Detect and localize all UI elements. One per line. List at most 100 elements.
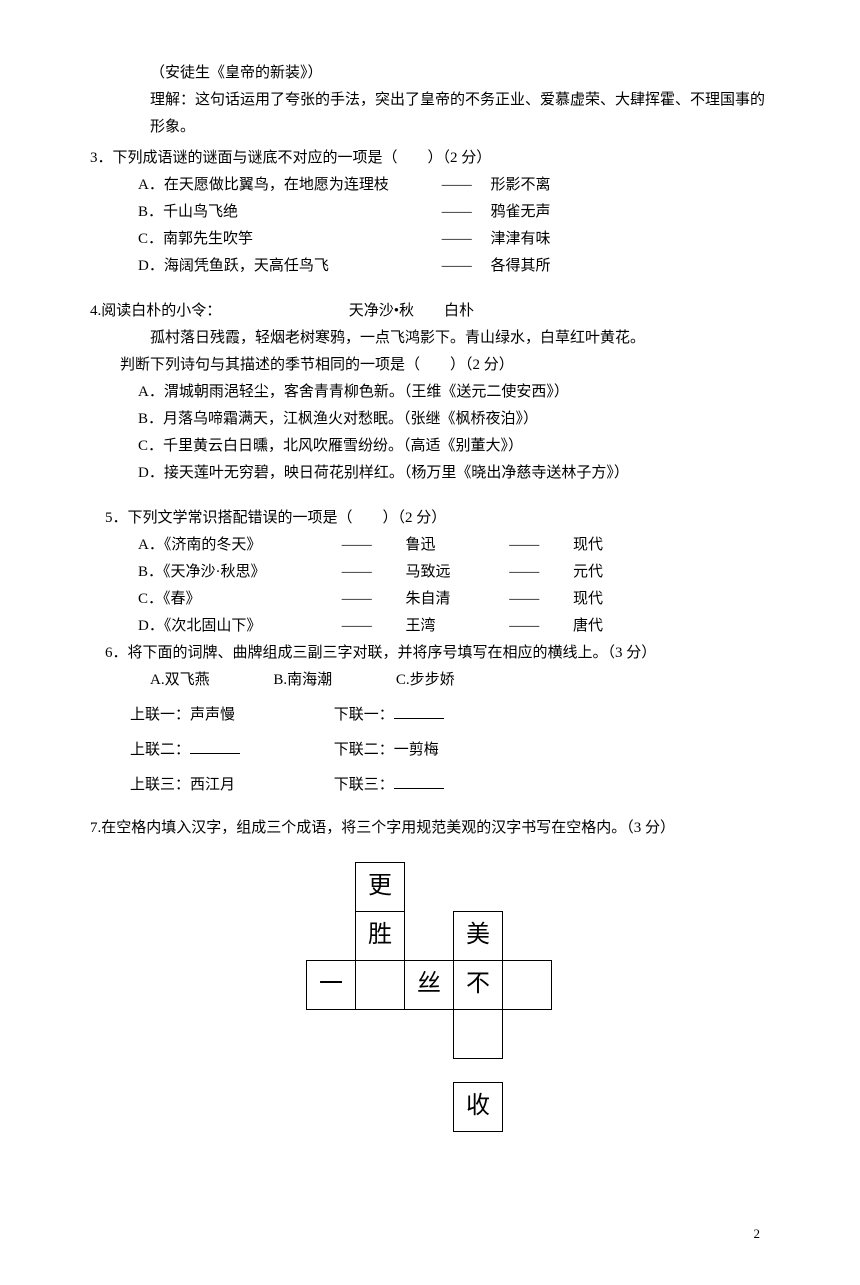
dash: —— [342,564,402,580]
q6-r1-down-label: 下联一： [334,707,394,723]
q6-r1-up-label: 上联一： [130,707,190,723]
q6-choice-a-text: 双飞燕 [165,672,210,688]
q4-opt-a: A．渭城朝雨浥轻尘，客舍青青柳色新。（王维《送元二使安西》） [138,379,770,406]
understand-text: 这句话运用了夸张的手法，突出了皇帝的不务正业、爱慕虚荣、大肆挥霍、不理国事的形象… [150,92,765,135]
grid-cell-geng: 更 [355,862,405,912]
q3-a-label: A． [138,177,164,193]
dash: —— [442,253,487,280]
q5-c-work: 《春》 [163,591,201,607]
q6-choice-c-text: 步步娇 [410,672,455,688]
q5-opt-b: B．《天净沙·秋思》 —— 马致远 —— 元代 [138,559,770,586]
grid-cell-shou: 收 [453,1082,503,1132]
dash: —— [442,172,487,199]
dash: —— [442,199,487,226]
q4-d-text: 接天莲叶无穷碧，映日荷花别样红。（杨万里《晓出净慈寺送林子方》） [164,465,629,481]
q6-r3-down-label: 下联三： [334,777,394,793]
grid-cell-si: 丝 [404,960,454,1010]
q6-choice-c-label: C. [396,672,410,688]
q4-a-label: A． [138,384,164,400]
q6-row-1: 上联一：声声慢 下联一： [130,702,770,729]
q4-a-text: 渭城朝雨浥轻尘，客舍青青柳色新。（王维《送元二使安西》） [164,384,569,400]
q5-b-author: 马致远 [406,559,506,586]
grid-cell-bu: 不 [453,960,503,1010]
q3-opt-d: D．海阔凭鱼跃，天高任鸟飞 —— 各得其所 [138,253,770,280]
q6-r3-up-val: 西江月 [190,777,235,793]
q5-b-label: B． [138,564,163,580]
q4-opt-c: C．千里黄云白日曛，北风吹雁雪纷纷。（高适《别董大》） [138,433,770,460]
q4-opt-d: D．接天莲叶无穷碧，映日荷花别样红。（杨万里《晓出净慈寺送林子方》） [138,460,770,487]
page-number: 2 [90,1222,770,1245]
q4-b-text: 月落乌啼霜满天，江枫渔火对愁眠。（张继《枫桥夜泊》） [163,411,538,427]
q5-a-era: 现代 [573,537,603,553]
q5-a-author: 鲁迅 [406,532,506,559]
q6-r2-up-blank[interactable] [190,738,240,754]
q6-choices: A.双飞燕 B.南海潮 C.步步娇 [150,667,770,694]
grid-cell-mei: 美 [453,911,503,961]
understand-label: 理解： [150,92,195,108]
q4-judge: 判断下列诗句与其描述的季节相同的一项是（ ）（2 分） [120,352,770,379]
q6-r2-down-val: 一剪梅 [394,742,439,758]
q6-choice-a-label: A. [150,672,165,688]
q5-d-author: 王湾 [406,613,506,640]
q3-d-label: D． [138,258,164,274]
q7-stem: 7.在空格内填入汉字，组成三个成语，将三个字用规范美观的汉字书写在空格内。（3 … [90,815,770,842]
q5-d-era: 唐代 [573,618,603,634]
q7-grid-wrap: 更 胜 美 一 丝 不 收 [90,862,770,1182]
q3-d-left: 海阔凭鱼跃，天高任鸟飞 [164,258,329,274]
q4-stem-row: 4.阅读白朴的小令： 天净沙•秋 白朴 [90,298,770,325]
q5-c-author: 朱自清 [406,586,506,613]
q5-b-era: 元代 [573,564,603,580]
q4-poem-title: 天净沙•秋 白朴 [349,303,474,319]
q3-b-left: 千山鸟飞绝 [163,204,238,220]
q3-c-right: 津津有味 [491,231,551,247]
grid-cell-blank-3[interactable] [453,1009,503,1059]
q6-row-2: 上联二： 下联二：一剪梅 [130,737,770,764]
q4-d-label: D． [138,465,164,481]
q5-c-era: 现代 [573,591,603,607]
q6-r3-down-blank[interactable] [394,773,444,789]
grid-cell-blank-1[interactable] [355,960,405,1010]
q4-c-text: 千里黄云白日曛，北风吹雁雪纷纷。（高适《别董大》） [163,438,523,454]
dash: —— [509,564,569,580]
intro-understand: 理解：这句话运用了夸张的手法，突出了皇帝的不务正业、爱慕虚荣、大肆挥霍、不理国事… [150,87,770,141]
grid-cell-sheng: 胜 [355,911,405,961]
q3-a-left: 在天愿做比翼鸟，在地愿为连理枝 [164,177,389,193]
grid-cell-yi: 一 [306,960,356,1010]
q4-stem: 4.阅读白朴的小令： [90,303,221,319]
grid-cell-blank-2[interactable] [502,960,552,1010]
q5-d-label: D． [138,618,164,634]
q3-stem: 3．下列成语谜的谜面与谜底不对应的一项是（ ）（2 分） [90,145,770,172]
q3-opt-a: A．在天愿做比翼鸟，在地愿为连理枝 —— 形影不离 [138,172,770,199]
q4-c-label: C． [138,438,163,454]
q5-a-work: 《济南的冬天》 [164,537,262,553]
q3-a-right: 形影不离 [491,177,551,193]
q5-opt-a: A．《济南的冬天》 —— 鲁迅 —— 现代 [138,532,770,559]
q5-opt-d: D．《次北固山下》 —— 王湾 —— 唐代 [138,613,770,640]
dash: —— [509,591,569,607]
q3-d-right: 各得其所 [491,258,551,274]
dash: —— [509,537,569,553]
q3-opt-b: B．千山鸟飞绝 —— 鸦雀无声 [138,199,770,226]
dash: —— [442,226,487,253]
dash: —— [342,591,402,607]
q6-r2-down-label: 下联二： [334,742,394,758]
q6-row-3: 上联三：西江月 下联三： [130,772,770,799]
q4-opt-b: B．月落乌啼霜满天，江枫渔火对愁眠。（张继《枫桥夜泊》） [138,406,770,433]
q6-r2-up-label: 上联二： [130,742,190,758]
q3-b-right: 鸦雀无声 [491,204,551,220]
q5-c-label: C． [138,591,163,607]
q6-r1-down-blank[interactable] [394,703,444,719]
q3-b-label: B． [138,204,163,220]
q3-opt-c: C．南郭先生吹竽 —— 津津有味 [138,226,770,253]
q6-choice-b-text: 南海潮 [287,672,332,688]
dash: —— [342,537,402,553]
dash: —— [342,618,402,634]
q7-grid: 更 胜 美 一 丝 不 收 [305,862,555,1182]
q5-opt-c: C．《春》 —— 朱自清 —— 现代 [138,586,770,613]
intro-source: （安徒生《皇帝的新装》） [150,60,770,87]
q5-stem: 5．下列文学常识搭配错误的一项是（ ）（2 分） [105,505,770,532]
dash: —— [509,618,569,634]
q4-b-label: B． [138,411,163,427]
q6-stem: 6．将下面的词牌、曲牌组成三副三字对联，并将序号填写在相应的横线上。（3 分） [105,640,770,667]
q3-c-label: C． [138,231,163,247]
